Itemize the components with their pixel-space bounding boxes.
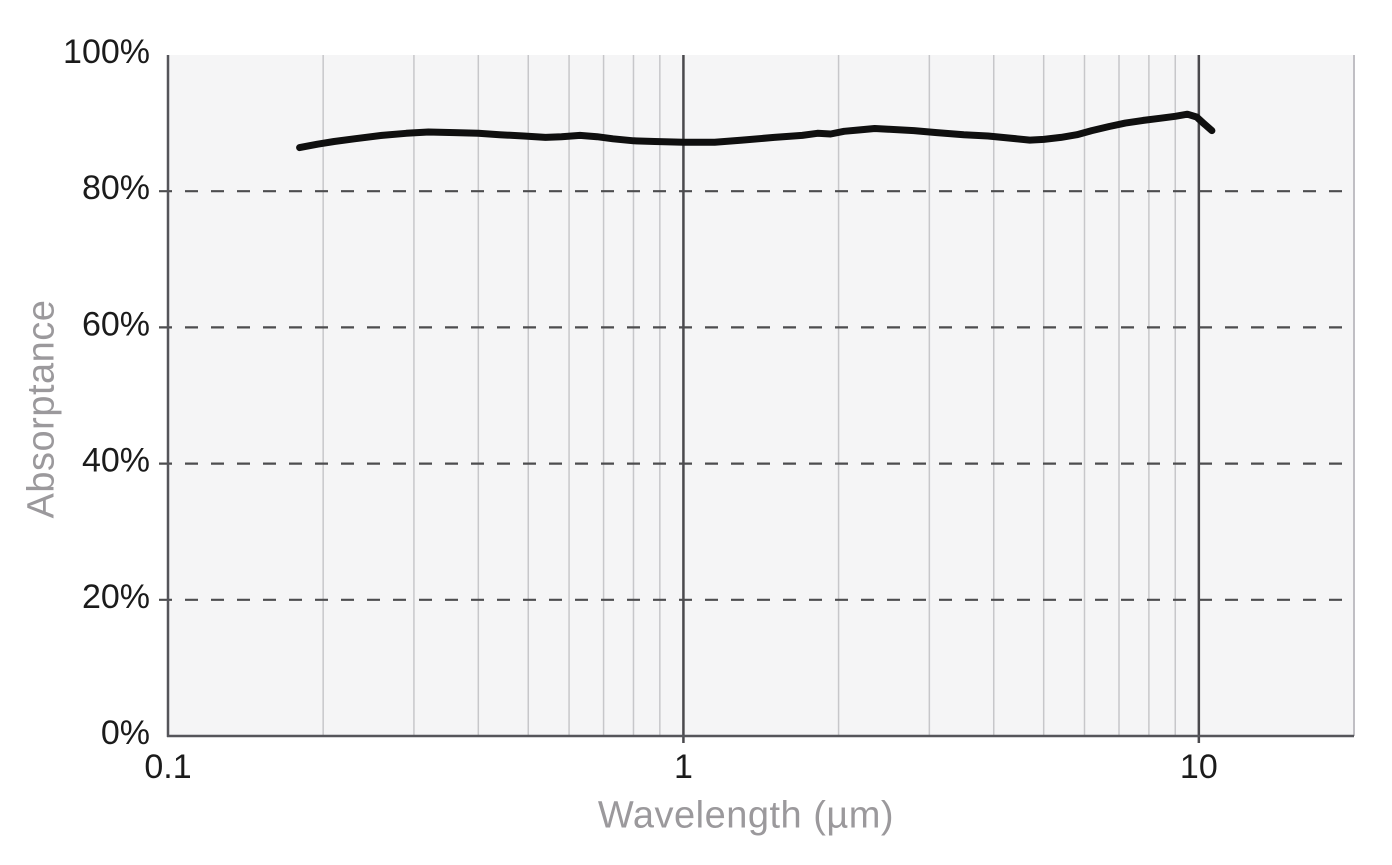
absorptance-curve [296, 110, 1216, 152]
x-tick-label: 1 [674, 748, 693, 786]
y-tick-label: 0% [101, 714, 150, 752]
y-tick-label: 60% [82, 305, 150, 343]
y-axis-title: Absorptance [20, 299, 63, 519]
x-axis-title: Wavelength (µm) [597, 794, 895, 837]
y-tick-label: 80% [82, 169, 150, 207]
plot-area [168, 55, 1354, 736]
x-tick-label: 0.1 [144, 748, 191, 786]
y-tick-label: 20% [82, 578, 150, 616]
x-tick-label: 10 [1180, 748, 1218, 786]
y-tick-label: 100% [63, 33, 150, 71]
y-tick-label: 40% [82, 442, 150, 480]
